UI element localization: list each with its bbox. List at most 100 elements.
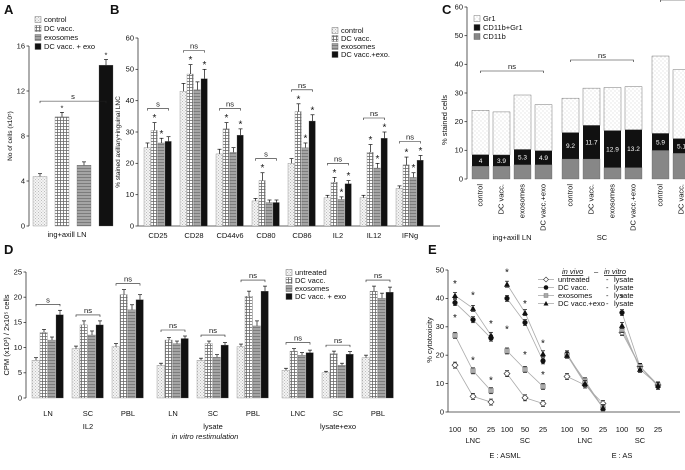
panel-e-x-tick-label: 100	[501, 425, 514, 434]
panel-b-bar	[409, 177, 417, 227]
panel-d-bar	[204, 343, 213, 399]
panel-a-legend-label: control	[44, 15, 67, 24]
panel-b-bar	[337, 199, 345, 227]
panel-e-significance-star: *	[453, 279, 457, 290]
panel-d-sig-label: ns	[124, 275, 132, 284]
panel-e-legend-marker	[543, 301, 549, 306]
panel-e-marker-dc-vacc-exo	[540, 350, 546, 357]
panel-c-bar-cd11b-gr1	[625, 129, 642, 168]
panel-e-y-axis-title: % cytotoxicity	[425, 317, 434, 363]
panel-d-bar	[377, 298, 386, 399]
panel-e-x-tick-label: 25	[487, 425, 495, 434]
panel-b-legend-label: exosomes	[341, 42, 375, 51]
panel-b-bar	[344, 183, 352, 227]
panel-e-marker-exosomes	[522, 366, 528, 372]
panel-b-y-axis-title: % stained axillary+inguinal LNC	[115, 96, 122, 188]
panel-d-bar	[79, 324, 88, 399]
panel-d-bar	[47, 339, 56, 399]
panel-d-y-tick-label: 15	[14, 318, 22, 327]
panel-a-bar	[98, 64, 114, 227]
panel-c-y-tick-label: 10	[455, 146, 463, 155]
panel-e-marker-dc-vacc-exo	[600, 404, 606, 411]
panel-e-significance-star: *	[505, 268, 509, 279]
panel-e-y-tick-label: 10	[436, 379, 444, 388]
panel-a-y-axis-title: No of cells (x10⁵)	[7, 111, 14, 161]
panel-e-series-line	[454, 295, 492, 336]
panel-e-marker-dc-vacc	[470, 317, 476, 323]
panel-b-significance-star: *	[311, 105, 315, 116]
panel-c-y-axis-title: % stained cells	[440, 95, 449, 145]
panel-d-sig-bracket	[35, 304, 61, 307]
panel-d-bar	[220, 344, 229, 399]
panel-b-y-tick-label: 10	[126, 190, 134, 199]
panel-c-bar-gr1	[534, 104, 553, 151]
panel-b-y-tick-label: 0	[130, 221, 134, 230]
panel-b-category-label: CD25	[148, 231, 167, 240]
panel-a-x-label: ing+axill LN	[48, 230, 87, 239]
panel-b-sig-bracket	[327, 163, 349, 166]
panel-e-legend-vitro: lysate	[614, 291, 634, 300]
panel-c-legend-label: CD11b+Gr1	[483, 23, 523, 32]
panel-b-bar	[164, 141, 172, 227]
panel-e-x-tick-label: 50	[636, 425, 644, 434]
panel-e-marker-dc-vacc	[504, 295, 510, 301]
panel-b-bar	[380, 138, 388, 227]
panel-d-legend-label: DC vacc. + exo	[295, 292, 346, 301]
panel-a-bar	[76, 165, 92, 227]
panel-a-legend-swatch	[34, 34, 42, 41]
panel-d-group-label: lysate	[203, 422, 223, 431]
panel-a-legend-swatch	[34, 25, 42, 32]
panel-c-column-label: exosomes	[608, 184, 617, 218]
panel-e-marker-untreated	[469, 392, 477, 400]
panel-e-legend-sign: -	[606, 275, 609, 284]
panel-e-significance-star: *	[471, 356, 475, 367]
panel-d-bar	[180, 338, 189, 399]
panel-d-category-label: SC	[83, 409, 94, 418]
panel-c-bar-value: 11.7	[585, 140, 598, 147]
panel-d-category-label: PBL	[371, 409, 385, 418]
panel-b-bar	[222, 128, 230, 227]
panel-a-legend-swatch	[34, 16, 42, 23]
panel-b-bar	[402, 164, 410, 227]
panel-c-column-label: exosomes	[518, 184, 527, 218]
panel-d-chart: 0 5 10 15 20 25 CPM (x10³) / 2x10⁵ cells s LN ns S…	[2, 267, 394, 441]
panel-e-subgroup-label: SC	[635, 436, 646, 445]
panel-b-bar	[200, 78, 208, 227]
panel-b-sig-label: s	[156, 100, 160, 109]
panel-d-legend-swatch	[285, 285, 293, 292]
panel-e-legend-head-vitro: in vitro	[604, 267, 626, 276]
panel-e-x-tick-label: 50	[469, 425, 477, 434]
panel-c-bar-value: 5.3	[518, 155, 527, 162]
panel-e-marker-dc-vacc-exo	[504, 281, 510, 287]
panel-d-bar	[119, 294, 128, 399]
panel-e-x-tick-label: 100	[561, 425, 574, 434]
panel-b-sig-bracket	[399, 141, 421, 144]
panel-b-legend-label: DC vacc.+exo.	[341, 50, 390, 59]
panel-b-bar	[143, 147, 151, 227]
panel-a-sig-label: s	[71, 92, 75, 101]
panel-c-bar-gr1	[513, 94, 532, 150]
panel-d-bar	[95, 324, 104, 399]
panel-b-significance-star: *	[419, 146, 423, 157]
panel-d-sig-label: ns	[169, 321, 177, 330]
panel-a-chart: 0 4 8 12 16 No of cells (x10⁵) * * s ing+axill LN…	[7, 15, 114, 239]
panel-a-bar	[54, 116, 70, 227]
panel-d-bar	[329, 353, 338, 399]
panel-e-y-tick-label: 30	[436, 322, 444, 331]
panel-d-legend-label: untreated	[295, 268, 327, 277]
panel-e-marker-dc-vacc	[452, 300, 458, 306]
panel-b-significance-star: *	[225, 113, 229, 124]
panel-b-bar	[236, 134, 244, 227]
panel-b-bar	[157, 142, 165, 227]
panel-a-legend-label: DC vacc. + exo	[44, 42, 95, 51]
panel-e-marker-dc-vacc-exo	[619, 322, 625, 328]
panel-d-bar	[337, 365, 346, 399]
panel-e-significance-star: *	[541, 370, 545, 381]
panel-b-bar	[287, 163, 295, 227]
panel-d-sig-bracket	[325, 344, 351, 348]
panel-e-target-label: E : ASML	[489, 451, 520, 460]
panel-b-bar	[179, 91, 187, 227]
panel-e-marker-exosomes	[452, 332, 458, 338]
panel-e-significance-star: *	[541, 339, 545, 350]
